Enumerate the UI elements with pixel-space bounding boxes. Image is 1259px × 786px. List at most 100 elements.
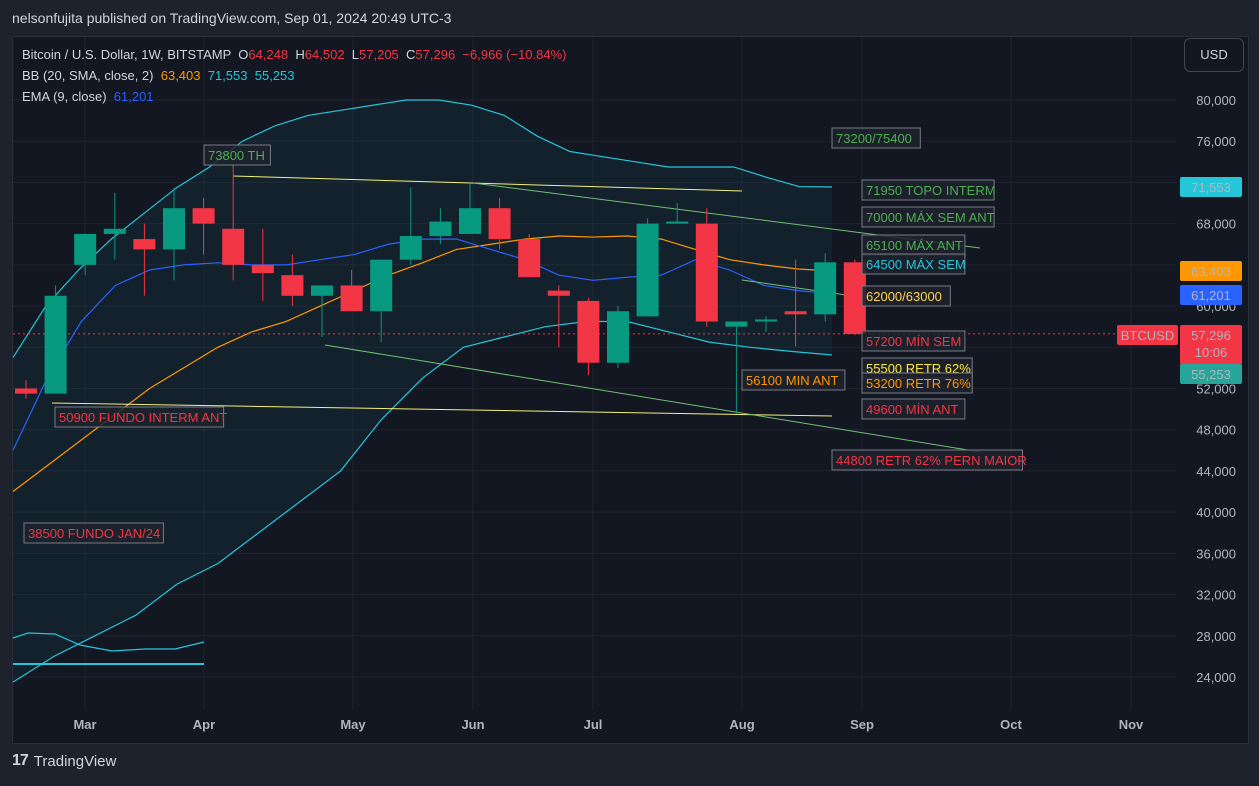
candle-body[interactable]	[755, 319, 777, 322]
y-tick-label: 80,000	[1196, 93, 1236, 108]
y-tick-label: 76,000	[1196, 134, 1236, 149]
trendline-short	[741, 279, 861, 298]
legend-o-label: O	[238, 47, 249, 62]
annotation-label: 65100 MÁX ANT	[866, 238, 963, 253]
annotation-box[interactable]	[861, 398, 966, 420]
candle-body[interactable]	[459, 208, 481, 234]
legend-symbol-row[interactable]: Bitcoin / U.S. Dollar, 1W, BITSTAMP O64,…	[22, 44, 566, 65]
candle-body[interactable]	[74, 233, 97, 265]
price-tag-symbol: BTCUSD	[1121, 328, 1174, 343]
annotation-box[interactable]	[861, 285, 951, 307]
currency-button[interactable]: USD	[1184, 38, 1244, 72]
candle-body[interactable]	[399, 236, 422, 260]
y-tick-label: 40,000	[1196, 505, 1236, 520]
tradingview-logo-icon: 17	[12, 752, 29, 769]
legend-bb-label: BB (20, SMA, close, 2)	[22, 68, 154, 83]
candle-body[interactable]	[814, 262, 837, 315]
candle-body[interactable]	[311, 285, 333, 296]
annotation-label: 44800 RETR 62% PERN MAIOR	[836, 453, 1027, 468]
annotation-label: 71950 TOPO INTERM	[866, 183, 996, 198]
legend-bb-lower: 55,253	[254, 68, 295, 83]
annotation-box[interactable]	[861, 330, 966, 352]
annotation-box[interactable]	[831, 449, 1023, 471]
annotation-box[interactable]	[741, 369, 846, 391]
y-tick-label: 44,000	[1196, 464, 1236, 479]
x-tick-label: Apr	[193, 717, 215, 732]
x-tick-label: May	[340, 717, 366, 732]
price-tag-bb-basis: 63,403	[1191, 264, 1231, 279]
candle-body[interactable]	[103, 228, 126, 234]
y-tick-label: 36,000	[1196, 546, 1236, 561]
candle-body[interactable]	[518, 239, 541, 278]
y-tick-label: 52,000	[1196, 382, 1236, 397]
annotation-box[interactable]	[861, 372, 973, 394]
annotation-box[interactable]	[861, 179, 995, 201]
candle-body[interactable]	[784, 311, 807, 315]
legend-bb-row[interactable]: BB (20, SMA, close, 2) 63,403 71,553 55,…	[22, 65, 566, 86]
y-tick-label: 28,000	[1196, 629, 1236, 644]
x-tick-label: Aug	[729, 717, 754, 732]
legend-open: 64,248	[248, 47, 289, 62]
legend-change: −6,966 (−10.84%)	[462, 47, 567, 62]
candle-body[interactable]	[547, 290, 570, 296]
candle-body[interactable]	[429, 221, 452, 237]
published-line: nelsonfujita published on TradingView.co…	[12, 10, 452, 26]
annotation-label: 38500 FUNDO JAN/24	[28, 526, 160, 541]
annotation-label: 49600 MÍN ANT	[866, 402, 959, 417]
legend-ema-label: EMA (9, close)	[22, 89, 107, 104]
annotation-label: 56100 MIN ANT	[746, 373, 839, 388]
legend-ema-row[interactable]: EMA (9, close) 61,201	[22, 86, 566, 107]
candle-body[interactable]	[577, 300, 600, 363]
legend-high: 64,502	[304, 47, 345, 62]
candle-body[interactable]	[607, 311, 629, 363]
price-tag-ema: 61,201	[1191, 288, 1231, 303]
annotation-box[interactable]	[203, 144, 271, 166]
trendline-lower-green	[324, 344, 981, 453]
legend-close: 57,296	[415, 47, 456, 62]
x-tick-label: Sep	[850, 717, 874, 732]
candle-body[interactable]	[44, 295, 67, 394]
y-tick-label: 24,000	[1196, 670, 1236, 685]
price-tag-symbol-bg	[1117, 325, 1178, 345]
annotation-label: 55500 RETR 62%	[866, 361, 971, 376]
annotation-label: 73800 TH	[208, 148, 265, 163]
candle-body[interactable]	[251, 264, 274, 274]
candle-body[interactable]	[192, 208, 215, 224]
price-tag-last: 57,296	[1191, 328, 1231, 343]
candle-body[interactable]	[843, 262, 866, 334]
candle-body[interactable]	[133, 239, 156, 250]
annotation-box[interactable]	[861, 253, 966, 275]
x-tick-label: Oct	[1000, 717, 1022, 732]
candle-body[interactable]	[222, 228, 245, 265]
legend-bb-upper: 71,553	[207, 68, 248, 83]
candle-body[interactable]	[636, 223, 659, 317]
price-tag-bb-upper-bg	[1180, 177, 1242, 197]
footer[interactable]: 17 TradingView	[12, 752, 116, 770]
bb-upper-line	[12, 99, 833, 358]
candle-body[interactable]	[725, 321, 748, 327]
legend-h-label: H	[295, 47, 305, 62]
candle-body[interactable]	[15, 388, 37, 394]
candle-body[interactable]	[281, 275, 304, 296]
annotation-box[interactable]	[54, 406, 225, 428]
candle-body[interactable]	[488, 208, 511, 240]
price-tag-bb-basis-bg	[1180, 261, 1242, 281]
x-tick-label: Mar	[73, 717, 96, 732]
candle-body[interactable]	[340, 285, 363, 312]
footer-brand: TradingView	[33, 752, 117, 770]
annotation-box[interactable]	[23, 522, 164, 544]
price-tag-ema-bg	[1180, 285, 1242, 305]
price-tag-bb-upper: 71,553	[1191, 180, 1231, 195]
annotation-box[interactable]	[831, 127, 921, 149]
candle-body[interactable]	[695, 223, 718, 322]
candle-body[interactable]	[163, 208, 185, 250]
price-tag-countdown: 10:06	[1195, 345, 1228, 360]
ema-line	[12, 238, 833, 451]
price-tag-last-box-bg	[1180, 325, 1242, 365]
y-tick-label: 48,000	[1196, 423, 1236, 438]
candle-body[interactable]	[370, 259, 393, 312]
candle-body[interactable]	[666, 221, 689, 224]
annotation-box[interactable]	[861, 206, 995, 228]
legend-symbol: Bitcoin / U.S. Dollar, 1W, BITSTAMP	[22, 47, 232, 62]
